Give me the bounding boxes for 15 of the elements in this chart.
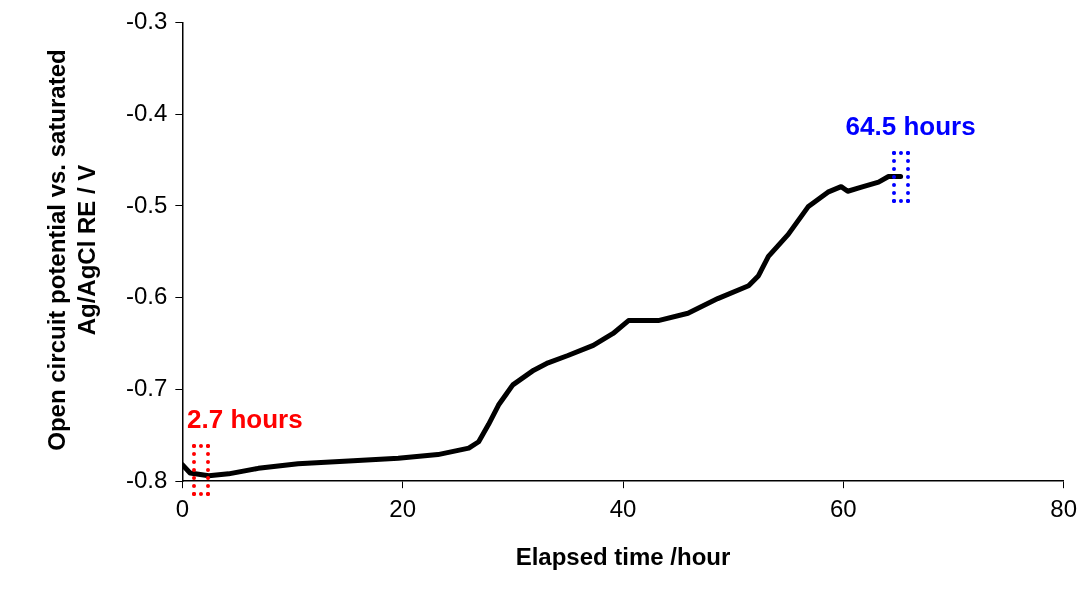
y-tick-label: -0.3 bbox=[126, 7, 168, 35]
x-tick-label: 20 bbox=[389, 495, 417, 523]
y-tick-label: -0.6 bbox=[126, 282, 168, 310]
y-axis-title: Open circuit potential vs. saturated Ag/AgCl RE / V bbox=[42, 48, 101, 453]
x-tick-label: 0 bbox=[175, 495, 190, 523]
y-tick-label: -0.4 bbox=[126, 98, 168, 126]
x-tick-label: 60 bbox=[829, 495, 857, 523]
y-tick-label: -0.5 bbox=[126, 190, 168, 218]
annotation: 64.5 hours bbox=[845, 110, 976, 142]
x-tick-label: 80 bbox=[1050, 495, 1077, 523]
annotation: 2.7 hours bbox=[187, 404, 303, 436]
y-tick-label: -0.8 bbox=[126, 465, 168, 493]
x-tick-label: 40 bbox=[609, 495, 637, 523]
x-axis-title: Elapsed time /hour bbox=[514, 543, 732, 572]
y-tick-label: -0.7 bbox=[126, 374, 168, 402]
